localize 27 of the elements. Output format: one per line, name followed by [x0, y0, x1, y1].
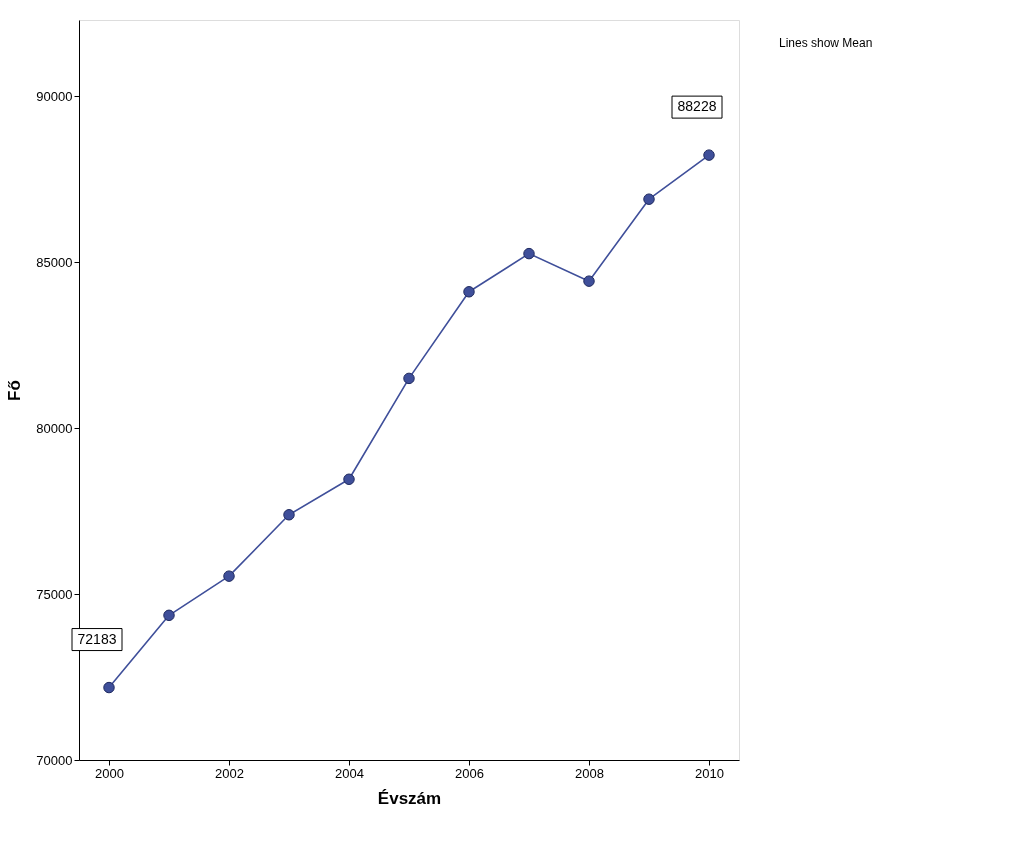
x-axis-title: Évszám	[377, 788, 442, 808]
y-tick-label: 70000	[36, 752, 73, 768]
point	[103, 681, 115, 694]
point	[403, 372, 415, 385]
x-tick-label: 2010	[695, 765, 724, 781]
point	[643, 193, 655, 205]
x-tick-label: 2004	[335, 765, 364, 781]
y-axis-title: Fő	[5, 380, 25, 401]
x-tick-label: 2006	[455, 765, 484, 781]
point	[283, 509, 295, 521]
point	[703, 149, 715, 161]
y-tick-label: 80000	[36, 420, 73, 436]
x-tick-label: 2008	[575, 765, 604, 781]
point	[223, 570, 235, 582]
point	[343, 473, 355, 485]
point	[583, 275, 595, 287]
point	[163, 609, 175, 622]
point	[463, 286, 475, 298]
y-tick-label: 90000	[36, 88, 73, 104]
x-tick-label: 2002	[215, 765, 244, 781]
y-tick-label: 75000	[36, 586, 73, 602]
data-label: 72183	[77, 630, 117, 647]
y-tick-label: 85000	[36, 254, 73, 270]
data-label: 88228	[677, 98, 717, 115]
x-tick-label: 2000	[95, 765, 124, 781]
text: Lines show Mean	[779, 36, 873, 50]
point	[523, 247, 535, 260]
